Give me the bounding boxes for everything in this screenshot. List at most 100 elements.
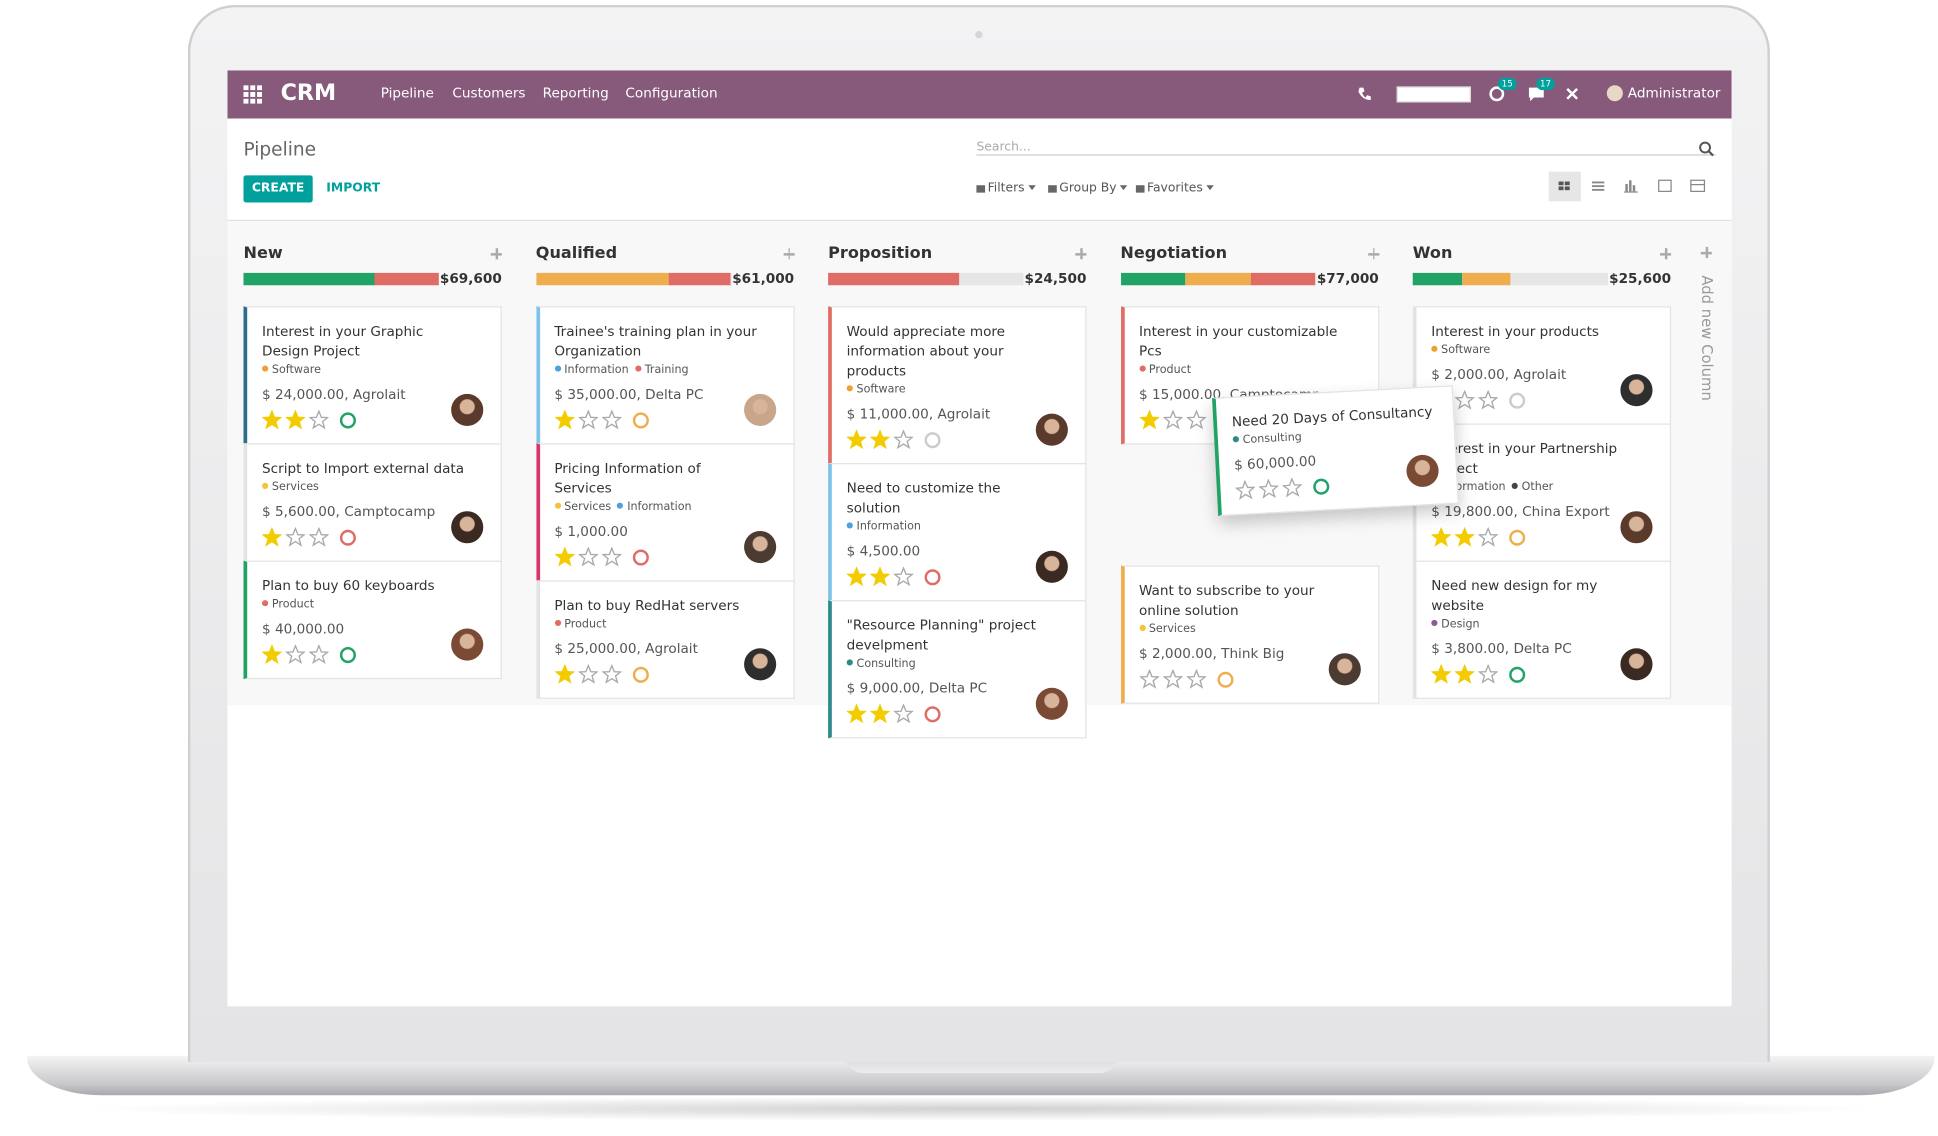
star[interactable] [870,566,890,587]
progress-segment[interactable] [1412,272,1462,286]
filter-button[interactable]: Filters [988,182,1036,195]
activity-status[interactable] [632,666,649,683]
add-column-plus[interactable] [1700,246,1712,259]
user-name[interactable]: Administrator [1627,85,1721,102]
star[interactable] [1454,390,1475,410]
activity-icon[interactable] [1488,85,1505,102]
progress-segment[interactable] [1461,272,1511,286]
add-column[interactable]: Add new Column [1698,275,1716,401]
menu-item[interactable]: Configuration [625,85,718,102]
star[interactable] [846,429,867,450]
star[interactable] [1185,669,1206,689]
activity-status[interactable] [339,411,356,428]
star[interactable] [601,547,622,567]
star[interactable] [577,547,598,567]
star[interactable] [1185,409,1206,430]
lead-card[interactable]: Need 20 Days of Consultancy Consulting $ 6… [1212,385,1459,517]
column-add[interactable] [1367,248,1379,260]
create-button[interactable]: CREATE [243,175,313,203]
progress-segment[interactable] [535,272,669,286]
star[interactable] [1138,669,1159,689]
star[interactable] [262,409,282,430]
star[interactable] [846,566,867,587]
progress-segment[interactable] [1120,272,1185,286]
star[interactable] [1478,390,1499,410]
apps-icon[interactable] [243,85,263,104]
progress-segment[interactable] [374,272,439,286]
lead-card[interactable]: "Resource Planning" project develpment Co… [828,600,1087,739]
lead-card[interactable]: Would appreciate more information about … [828,306,1087,465]
lead-card[interactable]: Need to customize the solution Informatio… [828,463,1087,602]
star[interactable] [1478,527,1499,547]
lead-card[interactable]: Script to Import external data Services $ … [243,443,502,562]
star[interactable] [1454,527,1475,547]
lead-card[interactable]: Plan to buy RedHat servers Product $ 25,00… [535,580,795,699]
star[interactable] [285,409,306,430]
activity-status[interactable] [632,548,649,565]
activity-status[interactable] [339,646,356,663]
star[interactable] [285,527,306,547]
lead-card[interactable]: Pricing Information of Services Services I… [535,443,795,582]
star[interactable] [893,566,914,587]
close-icon[interactable] [1566,88,1579,100]
column-add[interactable] [490,248,502,260]
star[interactable] [893,703,914,724]
star[interactable] [1162,409,1183,430]
menu-item[interactable]: Customers [452,85,526,102]
lead-card[interactable]: Interest in your Graphic Design Project S… [243,306,502,445]
activity-status[interactable] [1509,666,1526,683]
star[interactable] [870,429,890,450]
lead-card[interactable]: Want to subscribe to your online solutio… [1120,565,1379,704]
star[interactable] [577,664,598,684]
star[interactable] [1138,409,1159,430]
menu-item[interactable]: Reporting [542,85,609,102]
star[interactable] [1258,478,1280,499]
star[interactable] [554,664,575,684]
menu-item[interactable]: Pipeline [380,85,434,102]
column-add[interactable] [783,248,795,260]
activity-status[interactable] [1509,529,1526,546]
star[interactable] [309,527,329,547]
import-button[interactable]: IMPORT [326,181,381,196]
column-add[interactable] [1075,248,1087,260]
phone-icon[interactable] [1357,86,1372,101]
progress-segment[interactable] [828,272,959,286]
lead-card[interactable]: Interest in your products Software $ 2,000… [1412,306,1672,425]
star[interactable] [554,547,575,567]
star[interactable] [601,409,622,430]
star[interactable] [554,409,575,430]
star[interactable] [1431,664,1452,684]
column-add[interactable] [1659,248,1672,260]
lead-card[interactable]: Need new design for my website Design $ 3,… [1412,560,1672,699]
activity-status[interactable] [632,411,649,428]
messages-icon[interactable] [1528,85,1545,102]
star[interactable] [1431,527,1452,547]
activity-status[interactable] [924,568,941,585]
star[interactable] [1234,479,1256,501]
star[interactable] [893,429,914,450]
star[interactable] [601,664,622,684]
activity-status[interactable] [1216,671,1233,688]
search-box[interactable]: Search... [976,132,1716,156]
progress-segment[interactable] [1184,272,1252,286]
activity-status[interactable] [1509,392,1526,409]
star[interactable] [870,703,890,724]
star[interactable] [262,644,282,665]
lead-card[interactable]: Plan to buy 60 keyboards Product $ 40,000.… [243,560,502,680]
star[interactable] [1478,664,1499,684]
star[interactable] [1162,669,1183,689]
view-switcher[interactable] [1549,172,1716,202]
star[interactable] [577,409,598,430]
activity-status[interactable] [1312,477,1330,495]
star[interactable] [1281,477,1303,498]
progress-segment[interactable] [668,272,732,286]
star[interactable] [309,644,329,665]
filter-button[interactable]: Favorites [1147,182,1214,195]
progress-segment[interactable] [243,272,375,286]
activity-status[interactable] [924,705,941,722]
progress-segment[interactable] [1251,272,1316,286]
filter-button[interactable]: Group By [1059,182,1128,195]
search-icon[interactable] [1698,141,1714,157]
star[interactable] [1454,664,1475,684]
star[interactable] [309,409,329,430]
